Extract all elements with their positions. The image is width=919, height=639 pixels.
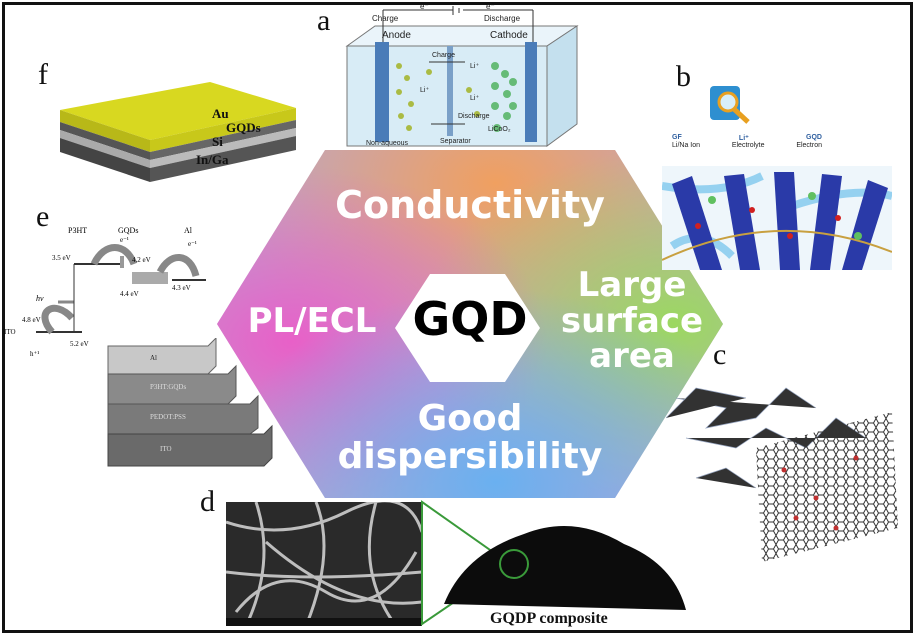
panel-f-letter: f (38, 58, 48, 91)
sem-image (226, 502, 422, 626)
battery-anode-label: Anode (382, 30, 411, 41)
layer-in-ga: In/Ga (196, 152, 229, 167)
label-electron-2: e⁻¹ (188, 240, 197, 248)
layer-si: Si (212, 134, 223, 149)
stack-al: Al (150, 354, 157, 362)
legend-gf: GF (672, 134, 682, 141)
battery-discharge-label: Discharge (484, 14, 521, 23)
layer-stack-3d (60, 82, 296, 182)
nanofiber-render (662, 166, 892, 270)
battery-charge-label: Charge (372, 14, 399, 23)
label-48ev: 4.8 eV (22, 316, 41, 324)
label-gqds: GQDs (118, 226, 139, 235)
energy-level-diagram (36, 244, 206, 335)
property-word-surface: surface (560, 300, 704, 341)
panel-c-letter: c (713, 338, 727, 371)
label-42ev: 4.2 eV (132, 256, 151, 264)
property-word-good: Good (417, 398, 523, 439)
panel-b-legend: GF Li⁺ GQD Li/Na Ion Electrolyte Electro… (672, 134, 822, 149)
label-44ev: 4.4 eV (120, 290, 139, 298)
battery-li-ion-2: Li⁺ (420, 87, 430, 94)
battery-cathode-label: Cathode (490, 30, 528, 41)
battery-li-ion-3: Li⁺ (470, 95, 480, 102)
center-label: GQD (412, 292, 528, 346)
property-hexagon (217, 150, 723, 498)
property-word-dispersibility: dispersibility (337, 435, 603, 477)
panel-d-letter: d (200, 485, 215, 518)
property-large-surface-area: Large surface area (552, 265, 712, 377)
device-stack (107, 338, 273, 467)
legend-ion: Li/Na Ion (672, 142, 701, 149)
label-electron-1: e⁻¹ (120, 236, 129, 244)
stack-pedot-pss: PEDOT:PSS (150, 413, 186, 421)
label-hv: hν (36, 294, 44, 303)
property-pl-ecl: PL/ECL (247, 301, 377, 341)
battery-inner-charge: Charge (432, 52, 455, 59)
panel-b-letter: b (676, 60, 691, 93)
layer-au: Au (212, 106, 229, 121)
battery-diagram (345, 6, 579, 147)
graphene-sheet (666, 387, 898, 562)
panel-e-letter: e (36, 200, 50, 233)
property-word-large: Large (577, 265, 687, 305)
battery-li-ion-1: Li⁺ (470, 63, 480, 70)
inner-hexagon (395, 274, 540, 382)
layer-gqds: GQDs (226, 120, 261, 135)
legend-li: Li⁺ (738, 135, 749, 142)
battery-inner-discharge: Discharge (458, 113, 490, 120)
property-word-area: area (589, 336, 675, 377)
battery-separator-label: Separator (440, 138, 471, 145)
battery-electron-right: e⁻ (486, 2, 495, 11)
property-good-dispersibility: Good dispersibility (320, 400, 620, 476)
property-conductivity: Conductivity (335, 183, 605, 227)
search-icon (710, 86, 750, 124)
label-35ev: 3.5 eV (52, 254, 71, 262)
label-hole: h⁺¹ (30, 350, 40, 358)
stack-ito: ITO (160, 445, 172, 453)
label-43ev: 4.3 eV (172, 284, 191, 292)
figure-frame (2, 2, 913, 633)
battery-cathode-material: LiCoO₂ (488, 126, 511, 133)
legend-electron: Electron (796, 142, 822, 149)
stack-p3ht-gqds: P3HT:GQDs (150, 383, 187, 391)
powder-pile (444, 526, 686, 610)
label-al: Al (184, 226, 192, 235)
battery-electron-left: e⁻ (420, 2, 429, 11)
legend-gqd: GQD (806, 134, 822, 141)
panel-a-letter: a (317, 4, 331, 37)
label-ito: ITO (4, 328, 16, 336)
composite-caption: GQDP composite (490, 610, 608, 627)
battery-electrolyte-label: Non-aqueous (366, 140, 409, 147)
legend-electrolyte: Electrolyte (731, 142, 765, 149)
label-p3ht: P3HT (68, 226, 88, 235)
label-52ev: 5.2 eV (70, 340, 89, 348)
